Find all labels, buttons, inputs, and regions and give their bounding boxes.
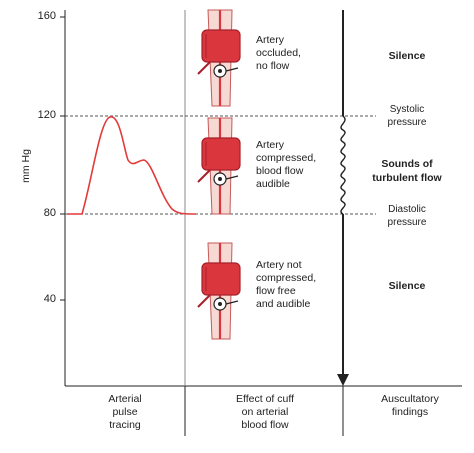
arterial-pulse-tracing xyxy=(67,116,197,215)
cuff-1 xyxy=(201,29,241,63)
tick-label-160: 160 xyxy=(37,10,56,22)
panel-3-line-4: and audible xyxy=(256,298,311,310)
column-label-cuff-effect: Effect of cuff on arterial blood flow xyxy=(200,393,330,432)
col3-line-2: findings xyxy=(391,406,429,418)
panel-2-line-3: blood flow xyxy=(256,165,304,177)
stethoscope-center-3 xyxy=(218,302,222,306)
col3-line-1: Auscultatory xyxy=(381,393,439,405)
cuff-2 xyxy=(201,137,241,171)
tick-label-120: 120 xyxy=(37,109,56,121)
finding-silence-top: Silence xyxy=(388,50,426,62)
column-label-auscultatory: Auscultatory findings xyxy=(355,393,465,419)
panel-2-line-1: Artery xyxy=(256,139,285,151)
finding-turbulent-line-1: Sounds of xyxy=(381,158,433,170)
stethoscope-center-1 xyxy=(218,69,222,73)
stethoscope-center-2 xyxy=(218,177,222,181)
stethoscope-tube-3 xyxy=(225,300,239,305)
panel-1-line-3: no flow xyxy=(256,60,290,72)
col1-line-2: pulse xyxy=(112,406,138,418)
tick-label-40: 40 xyxy=(43,293,56,305)
arm-illustration-1 xyxy=(197,9,241,107)
diastolic-pressure-label: Diastolic pressure xyxy=(362,203,452,229)
diastolic-line-2: pressure xyxy=(387,217,427,228)
col1-line-3: tracing xyxy=(109,419,141,431)
panel-1-line-1: Artery xyxy=(256,34,285,46)
stethoscope-tube-2 xyxy=(225,175,239,180)
cuff-hose-2 xyxy=(197,169,211,183)
col1-line-1: Arterial xyxy=(108,393,142,405)
panel-2-line-2: compressed, xyxy=(256,152,317,164)
systolic-pressure-label: Systolic pressure xyxy=(362,103,452,129)
cuff-hose-1 xyxy=(197,61,211,75)
auscultation-arrowhead xyxy=(337,374,349,386)
arm-illustration-2 xyxy=(197,117,241,215)
panel-3-line-3: flow free xyxy=(256,285,296,297)
y-axis-label: mm Hg xyxy=(20,149,32,183)
systolic-line-1: Systolic xyxy=(389,104,425,115)
systolic-line-2: pressure xyxy=(387,117,427,128)
arm-illustration-3 xyxy=(197,242,241,340)
turbulent-flow-squiggle xyxy=(340,115,346,215)
panel-1-caption: Artery occluded, no flow xyxy=(256,34,346,73)
col2-line-2: on arterial xyxy=(241,406,289,418)
finding-turbulent-line-2: turbulent flow xyxy=(372,172,442,184)
panel-3-line-1: Artery not xyxy=(256,259,302,271)
panel-2-line-4: audible xyxy=(256,178,290,190)
panel-3-caption: Artery not compressed, flow free and aud… xyxy=(256,259,346,311)
stethoscope-tube-1 xyxy=(225,67,239,72)
col2-line-3: blood flow xyxy=(241,419,289,431)
cuff-hose-3 xyxy=(197,294,211,308)
panel-3-line-2: compressed, xyxy=(256,272,317,284)
col2-line-1: Effect of cuff xyxy=(236,393,294,405)
tick-label-80: 80 xyxy=(43,207,56,219)
panel-1-line-2: occluded, xyxy=(256,47,301,59)
diastolic-line-1: Diastolic xyxy=(388,204,426,215)
panel-2-caption: Artery compressed, blood flow audible xyxy=(256,139,346,191)
cuff-3 xyxy=(201,262,241,296)
column-label-pulse-tracing: Arterial pulse tracing xyxy=(70,393,180,432)
finding-turbulent-flow: Sounds of turbulent flow xyxy=(352,157,462,185)
finding-silence-bottom: Silence xyxy=(388,280,426,292)
